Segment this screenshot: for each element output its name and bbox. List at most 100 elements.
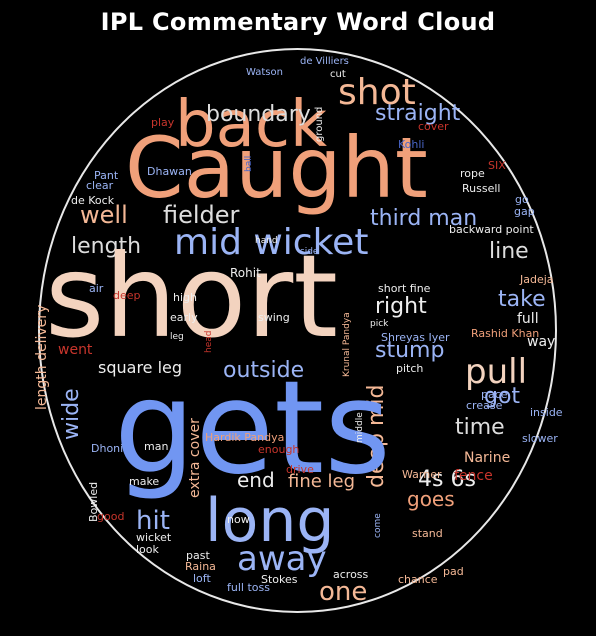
page-title: IPL Commentary Word Cloud [100, 8, 496, 36]
word-pull: pull [465, 352, 527, 392]
word-wide: wide [59, 388, 84, 440]
word-de-kock: de Kock [71, 194, 115, 207]
cloud-boundary [38, 48, 557, 613]
word-high: high [173, 291, 197, 304]
word-russell: Russell [462, 182, 500, 195]
word-pick: pick [370, 319, 389, 329]
word-pace: pace [481, 388, 508, 401]
word-square-leg: square leg [98, 358, 182, 377]
word-gap: gap [514, 205, 535, 218]
word-side: side [300, 247, 319, 257]
word-chance: chance [398, 573, 438, 586]
word-head: head [204, 331, 214, 353]
word-hit: hit [136, 506, 170, 536]
word-extra-cover: extra cover [187, 418, 203, 498]
word-middle: middle [355, 412, 365, 443]
word-kohli: Kohli [398, 138, 424, 151]
word-six: SIX [488, 159, 506, 172]
word-krunal-pandya: Krunal Pandya [342, 312, 352, 377]
word-early: early [170, 311, 198, 324]
word-cover: cover [418, 120, 449, 133]
word-go: go [515, 193, 529, 206]
word-long: long [205, 486, 335, 556]
word-watson: Watson [246, 67, 283, 78]
word-dhawan: Dhawan [147, 165, 192, 178]
word-dhoni: Dhoni [91, 442, 123, 455]
word-good: good [97, 510, 124, 523]
word-pant: Pant [94, 169, 119, 182]
word-rohit: Rohit [230, 266, 261, 280]
word-shot: shot [338, 72, 416, 113]
word-now: now [227, 513, 250, 526]
word-mid-wicket: mid wicket [174, 222, 368, 263]
word-backward-point: backward point [449, 223, 534, 236]
word-slower: slower [522, 432, 558, 445]
word-enough: enough [258, 443, 299, 456]
word-across: across [333, 568, 369, 581]
word-back: back [175, 88, 327, 162]
word-rope: rope [460, 167, 485, 180]
word-take: take [498, 287, 546, 312]
word-went: went [58, 342, 93, 358]
word-man: man [144, 440, 168, 453]
word-stump: stump [375, 338, 444, 363]
word-look: look [136, 543, 160, 556]
word-ball: ball [244, 156, 254, 172]
word-stand: stand [412, 527, 443, 540]
word-end: end [237, 468, 275, 492]
word-one: one [319, 577, 367, 607]
word-swing: swing [258, 311, 290, 324]
word-make: make [129, 475, 159, 488]
word-warner: Warner [402, 468, 442, 481]
word-play: play [151, 116, 175, 129]
word-crease: crease [466, 399, 503, 412]
word-line: line [489, 239, 529, 264]
word-past: past [186, 549, 210, 562]
word-full: full [517, 311, 539, 327]
word-de-villiers: de Villiers [300, 56, 349, 67]
word-loft: loft [193, 572, 211, 585]
word-rashid-khan: Rashid Khan [471, 327, 539, 340]
word-well: well [80, 201, 128, 229]
word-hand: hand [255, 236, 278, 246]
word-fine-leg: fine leg [288, 471, 355, 492]
word-length-delivery: length delivery [34, 305, 50, 410]
word-come: come [373, 513, 383, 538]
word-shreyas-iyer: Shreyas Iyer [381, 331, 450, 344]
word-inside: inside [530, 406, 563, 419]
word-clear: clear [86, 179, 114, 192]
word-narine: Narine [464, 450, 510, 466]
word-caught: Caught [125, 119, 428, 217]
word-deep-mid: deep mid [364, 384, 389, 488]
word-goes: goes [407, 487, 455, 511]
word-pad: pad [443, 565, 464, 578]
word-third-man: third man [370, 206, 477, 231]
word-air: air [89, 282, 104, 295]
word-away: away [237, 539, 327, 579]
word-jadeja: Jadeja [519, 273, 554, 286]
word-length: length [71, 234, 141, 259]
word-wicket: wicket [136, 531, 172, 544]
word-stokes: Stokes [261, 573, 298, 586]
word-boundary: boundary [206, 102, 311, 127]
word-deep: deep [113, 289, 141, 302]
word-leg: leg [170, 332, 184, 342]
word-way: way [527, 334, 555, 350]
word-right: right [375, 294, 427, 319]
word-4s-6s: 4s 6s [418, 467, 476, 492]
word-got: got [484, 384, 520, 409]
word-full-toss: full toss [227, 581, 270, 594]
word-raina: Raina [185, 560, 216, 573]
word-time: time [455, 415, 505, 440]
word-short-fine: short fine [378, 282, 431, 295]
word-bowled: Bowled [87, 482, 100, 522]
word-gets: gets [114, 354, 391, 503]
word-drive: drive [286, 463, 314, 476]
word-fence: fence [454, 468, 493, 484]
word-fielder: fielder [163, 201, 240, 229]
word-outside: outside [223, 358, 304, 383]
word-hardik-pandya: Hardik Pandya [205, 431, 284, 444]
word-cut: cut [330, 69, 346, 80]
word-short: short [45, 230, 338, 363]
